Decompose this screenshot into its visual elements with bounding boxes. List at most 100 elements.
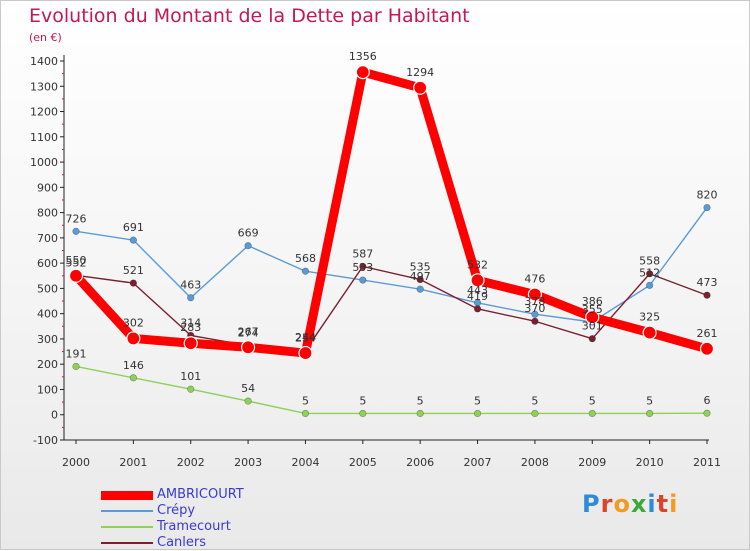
legend-item-tramecourt: Tramecourt xyxy=(101,519,301,535)
legend-label-crepy: Crépy xyxy=(157,503,196,518)
data-point-tramecourt xyxy=(588,409,596,418)
data-label-cr-py: 378 xyxy=(524,295,545,308)
data-point-tramecourt xyxy=(129,374,137,382)
x-tick-label: 2000 xyxy=(62,456,90,469)
data-label-tramecourt: 101 xyxy=(180,370,201,383)
y-tick-label: 1000 xyxy=(30,156,58,169)
data-point-ambricourt xyxy=(699,341,715,356)
data-point-tramecourt xyxy=(531,409,539,418)
legend-swatch-canlers xyxy=(101,542,153,544)
data-label-tramecourt: 5 xyxy=(589,394,596,407)
data-label-ambricourt: 283 xyxy=(180,321,201,334)
x-tick-label: 2007 xyxy=(464,456,492,469)
legend-label-ambricourt: AMBRICOURT xyxy=(157,487,244,502)
data-point-ambricourt xyxy=(642,325,657,340)
series-line-ambricourt xyxy=(71,67,712,358)
data-label-tramecourt: 6 xyxy=(704,394,711,407)
data-label-cr-py: 443 xyxy=(467,284,488,297)
data-point-cr-py xyxy=(359,276,367,284)
proxiti-logo: Proxiti xyxy=(582,490,678,518)
data-point-cr-py xyxy=(72,227,80,235)
legend-swatch-tramecourt xyxy=(101,526,153,528)
logo-letter: P xyxy=(582,490,601,518)
legend-item-crepy: Crépy xyxy=(101,503,301,519)
data-point-ambricourt xyxy=(585,310,600,325)
chart-unit-label: (en €) xyxy=(29,31,62,44)
data-point-tramecourt xyxy=(473,409,482,418)
data-label-tramecourt: 5 xyxy=(474,394,481,407)
data-label-ambricourt: 1356 xyxy=(349,50,377,63)
data-point-canlers xyxy=(588,335,596,343)
data-point-canlers xyxy=(646,270,654,278)
y-tick-label: 100 xyxy=(37,383,58,396)
data-point-tramecourt xyxy=(416,409,424,418)
data-point-cr-py xyxy=(703,203,711,212)
data-label-ambricourt: 476 xyxy=(524,272,545,285)
series-line-cr-py xyxy=(75,206,708,323)
data-point-ambricourt xyxy=(355,65,370,80)
logo-letter: i xyxy=(647,490,657,518)
y-tick-label: -100 xyxy=(33,434,58,447)
series-line-tramecourt xyxy=(75,365,708,415)
data-label-tramecourt: 146 xyxy=(123,359,144,372)
legend-item-ambricourt: AMBRICOURT xyxy=(101,487,301,503)
y-tick-label: 400 xyxy=(37,308,58,321)
data-point-ambricourt xyxy=(527,287,543,302)
x-tick-label: 2009 xyxy=(578,456,606,469)
data-label-tramecourt: 5 xyxy=(417,394,424,407)
logo-letter: i xyxy=(669,490,679,518)
y-tick-label: 1100 xyxy=(30,131,58,144)
data-label-cr-py: 568 xyxy=(295,252,316,265)
data-label-ambricourt: 386 xyxy=(582,295,603,308)
data-point-tramecourt xyxy=(359,409,367,418)
data-point-ambricourt xyxy=(126,331,141,346)
data-point-canlers xyxy=(703,291,711,299)
data-label-canlers: 419 xyxy=(467,290,488,303)
data-point-tramecourt xyxy=(703,409,711,417)
logo-letter: x xyxy=(630,490,648,518)
y-tick-label: 500 xyxy=(37,282,58,295)
data-point-canlers xyxy=(531,317,539,325)
data-label-tramecourt: 191 xyxy=(66,347,87,360)
data-point-tramecourt xyxy=(646,409,654,418)
y-tick-label: 1300 xyxy=(30,80,58,93)
data-label-cr-py: 669 xyxy=(238,227,259,240)
data-point-ambricourt xyxy=(240,340,256,355)
x-tick-label: 2001 xyxy=(119,456,147,469)
data-label-ambricourt: 532 xyxy=(467,258,488,271)
data-label-cr-py: 497 xyxy=(410,270,431,283)
data-label-canlers: 314 xyxy=(180,316,201,329)
data-point-cr-py xyxy=(301,267,310,275)
logo-letter: r xyxy=(600,490,614,518)
legend-swatch-ambricourt xyxy=(101,491,153,500)
data-label-canlers: 587 xyxy=(352,247,373,260)
data-label-ambricourt: 244 xyxy=(295,331,316,344)
y-tick-label: 600 xyxy=(37,257,58,270)
data-point-cr-py xyxy=(531,310,539,318)
x-tick-label: 2004 xyxy=(291,456,319,469)
data-label-canlers: 473 xyxy=(697,276,718,289)
data-label-ambricourt: 325 xyxy=(639,311,660,324)
data-point-cr-py xyxy=(129,236,137,244)
chart-title: Evolution du Montant de la Dette par Hab… xyxy=(29,5,470,27)
data-point-canlers xyxy=(359,262,367,271)
legend-swatch-crepy xyxy=(101,510,153,512)
series-line-canlers xyxy=(75,265,708,352)
data-label-cr-py: 355 xyxy=(582,303,603,316)
data-label-tramecourt: 5 xyxy=(531,394,538,407)
x-tick-label: 2008 xyxy=(521,456,549,469)
legend-item-canlers: Canlers xyxy=(101,535,301,551)
data-point-ambricourt xyxy=(183,336,198,351)
data-label-cr-py: 726 xyxy=(66,212,87,225)
data-label-cr-py: 691 xyxy=(123,221,144,234)
logo-letter: o xyxy=(613,490,631,518)
data-point-tramecourt xyxy=(72,362,80,371)
data-label-canlers: 521 xyxy=(123,264,144,277)
x-tick-label: 2006 xyxy=(406,456,434,469)
data-point-cr-py xyxy=(646,281,654,289)
data-label-cr-py: 533 xyxy=(352,261,373,274)
data-point-cr-py xyxy=(244,242,252,250)
data-label-cr-py: 512 xyxy=(639,266,660,279)
data-label-ambricourt: 1294 xyxy=(406,66,434,79)
